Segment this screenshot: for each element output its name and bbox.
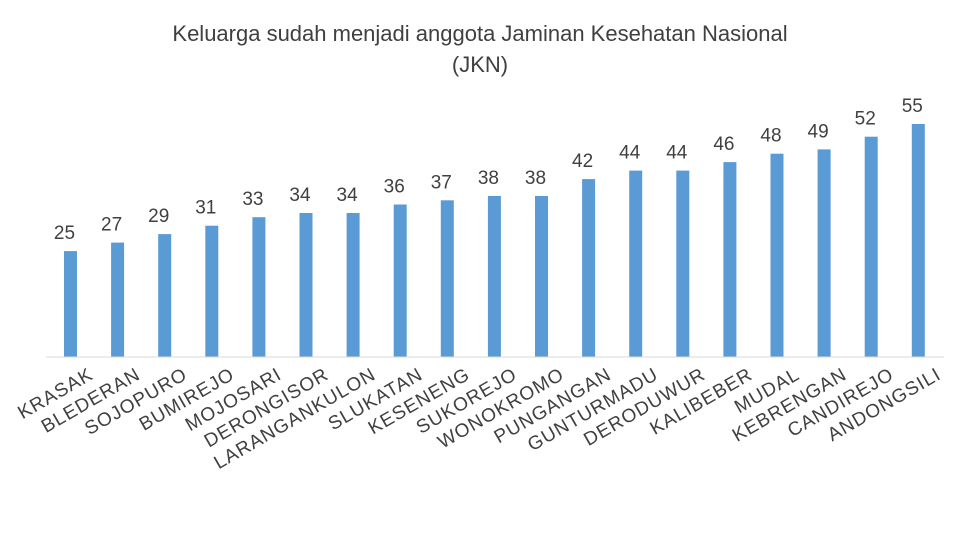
bar-kebrengan [817, 149, 831, 357]
data-label-wonokromo: 38 [525, 168, 546, 189]
data-label-slukatan: 36 [384, 177, 405, 198]
bar-sojopuro [158, 234, 172, 357]
data-label-keseneng: 37 [431, 172, 452, 193]
data-labels: 25 27 29 31 33 34 34 36 37 38 38 42 44 44 46 48 49 52 55 [54, 96, 923, 244]
bar-mudal [770, 153, 784, 357]
category-labels: KRASAKBLEDERANSOJOPUROBUMIREJOMOJOSARIDE… [15, 364, 945, 474]
data-label-mojosari: 33 [242, 189, 263, 210]
bars [64, 124, 925, 357]
bar-kalibeber [723, 162, 737, 357]
bar-keseneng [440, 200, 454, 357]
data-label-blederan: 27 [101, 215, 122, 236]
data-label-mudal: 48 [760, 126, 781, 147]
bar-deroduwur [676, 170, 690, 357]
data-label-kebrengan: 49 [808, 121, 829, 142]
data-label-larangankulon: 34 [337, 185, 359, 206]
data-label-bumirejo: 31 [195, 198, 216, 219]
bar-blederan [111, 242, 125, 357]
bar-mojosari [252, 217, 266, 357]
data-label-pungangan: 42 [572, 151, 593, 172]
data-label-sukorejo: 38 [478, 168, 499, 189]
chart-title-line-2: (JKN) [451, 52, 509, 77]
bar-gunturmadu [629, 170, 643, 357]
bar-derongisor [299, 213, 313, 357]
data-label-krasak: 25 [54, 223, 75, 244]
data-label-deroduwur: 44 [666, 143, 688, 164]
data-label-candirejo: 52 [855, 109, 876, 130]
data-label-derongisor: 34 [289, 185, 311, 206]
data-label-sojopuro: 29 [148, 206, 169, 227]
bar-bumirejo [205, 225, 219, 357]
bar-larangankulon [346, 213, 360, 357]
chart-title-line-1: Keluarga sudah menjadi anggota Jaminan K… [172, 21, 788, 46]
bar-sukorejo [487, 196, 501, 357]
data-label-kalibeber: 46 [713, 134, 734, 155]
bar-candirejo [864, 136, 878, 357]
data-label-andongsili: 55 [902, 96, 923, 117]
chart-title: Keluarga sudah menjadi anggota Jaminan K… [0, 18, 960, 80]
bar-pungangan [582, 179, 596, 357]
bar-wonokromo [535, 196, 548, 357]
bar-slukatan [393, 204, 407, 357]
bar-andongsili [911, 124, 925, 357]
data-label-gunturmadu: 44 [619, 143, 641, 164]
bar-krasak [64, 251, 77, 357]
